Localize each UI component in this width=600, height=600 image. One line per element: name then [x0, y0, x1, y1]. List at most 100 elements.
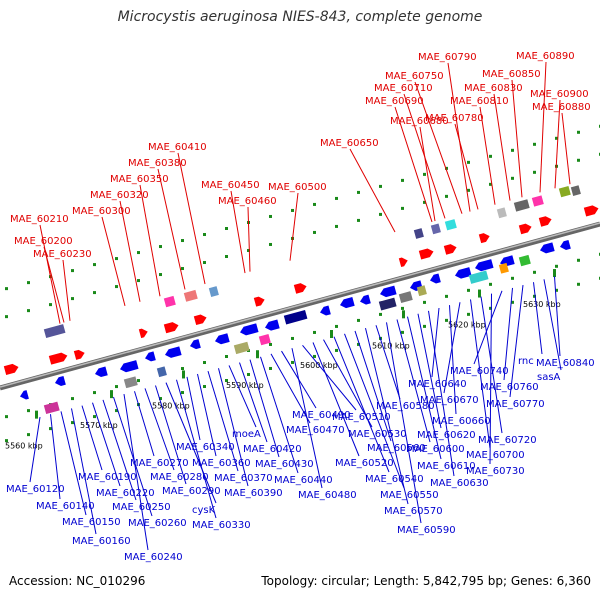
- gene-label-top: MAE_60790: [418, 52, 477, 63]
- tick-mark: [553, 269, 556, 278]
- gene-label-bottom: MAE_60550: [380, 490, 439, 501]
- leader-bottom: [354, 330, 392, 442]
- gene-box: [416, 285, 427, 297]
- gene-arrow-reverse: [165, 346, 182, 358]
- gene-label-top: MAE_60410: [148, 142, 207, 153]
- gene-label-bottom: MAE_60430: [255, 459, 314, 470]
- gene-labels: MAE_60210 MAE_60200 MAE_60230 MAE_60300 MAE_…: [6, 51, 595, 563]
- tick-mark: [256, 350, 259, 359]
- gene-label-bottom: MAE_60600: [406, 444, 465, 455]
- gene-arrow-forward: [478, 233, 490, 244]
- gene-label-top: MAE_60690: [365, 96, 424, 107]
- track-dot: [269, 342, 272, 346]
- track-dot: [225, 255, 228, 258]
- gene-box: [398, 291, 413, 304]
- gene-label-bottom: MAE_60760: [480, 382, 539, 393]
- gene-label-bottom: MAE_60700: [466, 450, 525, 461]
- gene-box: [518, 254, 531, 267]
- track-dot: [423, 324, 426, 328]
- gene-box: [208, 286, 219, 297]
- gene-label-top: MAE_60500: [268, 182, 327, 193]
- gene-label-bottom: MAE_60340: [176, 442, 235, 453]
- leader-bottom: [81, 405, 103, 471]
- leader-bottom: [396, 319, 431, 443]
- leader-top: [289, 192, 299, 261]
- leader-top: [493, 93, 511, 201]
- gene-label-bottom: MAE_60730: [466, 466, 525, 477]
- leader-top: [419, 126, 436, 222]
- track-dot: [313, 230, 316, 234]
- leader-bottom: [449, 305, 457, 415]
- gene-arrow-forward: [3, 363, 19, 375]
- track-dot: [401, 306, 404, 310]
- gene-label-bottom: MAE_60570: [384, 506, 443, 517]
- gene-arrow-forward: [253, 296, 265, 307]
- track-dot: [291, 336, 294, 340]
- gene-box: [498, 262, 509, 274]
- gene-arrow-reverse: [455, 267, 472, 279]
- track-dot: [225, 227, 228, 230]
- leader-bottom: [480, 296, 503, 434]
- gene-box: [43, 324, 66, 339]
- gene-features: [3, 185, 599, 415]
- track-dot: [181, 267, 184, 271]
- track-dot: [203, 361, 206, 365]
- gene-label-bottom: MAE_60580: [376, 401, 435, 412]
- leader-top: [101, 216, 126, 306]
- track-dot: [533, 270, 536, 274]
- track-dot: [357, 190, 360, 194]
- gene-box: [558, 185, 571, 198]
- gene-label-bottom: MAE_60440: [274, 475, 333, 486]
- track-dot: [291, 360, 294, 364]
- track-dot: [445, 194, 448, 198]
- gene-arrow-reverse: [360, 294, 371, 305]
- gene-label-bottom: MAE_60250: [112, 502, 171, 513]
- gene-label-top: MAE_60200: [14, 236, 73, 247]
- leader-bottom: [197, 373, 217, 457]
- track-dot: [555, 264, 558, 268]
- gene-label-top: MAE_60460: [218, 196, 277, 207]
- gene-label-bottom: MAE_60480: [298, 490, 357, 501]
- gene-label-top: MAE_60810: [450, 96, 509, 107]
- leader-bottom: [50, 414, 61, 500]
- track-dot: [115, 385, 118, 389]
- track-dot: [357, 342, 360, 346]
- leader-top: [403, 93, 446, 219]
- leader-bottom: [489, 293, 492, 465]
- gene-label-bottom: MAE_60190: [78, 472, 137, 483]
- gene-label-top: MAE_60320: [90, 190, 149, 201]
- leader-bottom: [470, 299, 491, 449]
- track-dot: [115, 409, 118, 413]
- track-dot: [335, 196, 338, 200]
- gene-label-bottom: MAE_60270: [130, 458, 189, 469]
- gene-label-bottom: MAE_60360: [192, 458, 251, 469]
- leader-top: [349, 148, 396, 233]
- track-dot: [203, 233, 206, 237]
- leader-top: [554, 99, 561, 189]
- track-dot: [93, 391, 96, 395]
- gene-label-bottom: MAE_60280: [150, 472, 209, 483]
- tick-mark: [35, 410, 38, 419]
- gene-arrow-reverse: [475, 259, 494, 272]
- leader-bottom: [186, 376, 201, 441]
- track-dot: [401, 206, 404, 210]
- gene-label-bottom: MAE_60530: [348, 429, 407, 440]
- tick-label: 5580 kbp: [152, 401, 190, 410]
- leader-bottom: [323, 339, 373, 428]
- track-dot: [423, 172, 426, 176]
- gene-box: [570, 185, 581, 196]
- leader-bottom: [228, 365, 257, 428]
- gene-box: [156, 366, 167, 378]
- track-dot: [511, 148, 514, 152]
- track-dot: [467, 188, 470, 192]
- gene-arrow-forward: [193, 314, 207, 326]
- gene-label-top: MAE_60750: [385, 71, 444, 82]
- gene-label-top: MAE_60350: [110, 174, 169, 185]
- gene-label-bottom: MAE_60520: [335, 458, 394, 469]
- leader-top: [119, 200, 141, 302]
- track-dot: [49, 303, 52, 307]
- gene-arrow-reverse: [340, 297, 355, 309]
- gene-label-bottom: MAE_60240: [124, 552, 183, 563]
- gene-label-bottom: moeA: [232, 429, 261, 440]
